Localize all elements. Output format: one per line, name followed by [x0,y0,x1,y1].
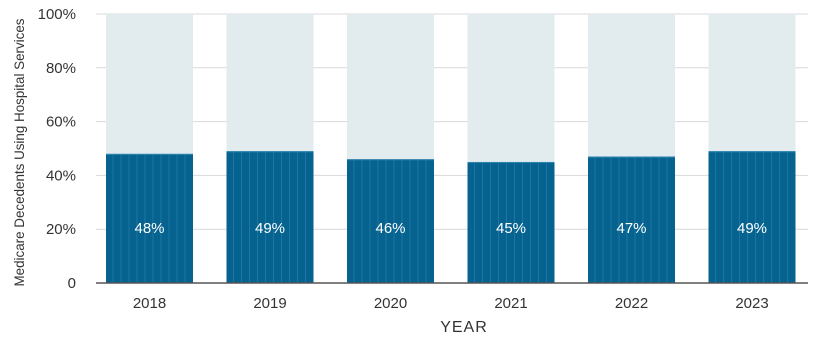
bar-stripes [594,157,668,283]
bar [708,151,796,283]
bar-group: 47% [588,14,675,283]
y-tick-label: 80% [46,60,76,77]
bar-data-label: 47% [616,220,646,237]
x-tick-label: 2020 [374,295,407,312]
bar [347,159,434,283]
bar-data-label: 46% [375,220,405,237]
bar-data-label: 45% [496,220,526,237]
bar-group: 48% [106,14,193,283]
bar-stripes [715,152,788,283]
y-tick-label: 100% [38,6,76,23]
bar [588,156,675,283]
y-tick-label: 20% [46,221,76,238]
x-tick-label: 2019 [253,295,286,312]
x-axis-ticks: 2018 2019 2020 2021 2022 2023 [133,295,769,312]
bar-stripes [233,152,306,283]
bar [106,153,193,283]
bar-stripes [353,160,427,283]
bar [226,151,314,283]
x-tick-label: 2018 [133,295,166,312]
bar-group: 49% [708,14,796,283]
bar-group: 45% [467,14,555,283]
grid-lines [96,13,808,230]
x-axis-title: YEAR [440,319,488,336]
x-tick-label: 2021 [494,295,527,312]
bar-group: 49% [226,14,314,283]
y-tick-label: 60% [46,114,76,131]
bar-stripes [112,154,186,283]
bars: 48% 49% 46% 45% 47% 49% [106,14,796,283]
bar-group: 46% [347,14,434,283]
bar-data-label: 49% [255,220,285,237]
y-axis-ticks: 0 20% 40% 60% 80% 100% [38,6,76,292]
x-tick-label: 2022 [615,295,648,312]
bar [467,161,555,283]
bar-stripes [474,162,547,283]
y-tick-label: 40% [46,167,76,184]
bar-data-label: 49% [737,220,767,237]
x-tick-label: 2023 [735,295,768,312]
y-tick-label: 0 [68,275,76,292]
bar-data-label: 48% [134,220,164,237]
y-axis-title: Medicare Decedents Using Hospital Servic… [11,19,27,287]
